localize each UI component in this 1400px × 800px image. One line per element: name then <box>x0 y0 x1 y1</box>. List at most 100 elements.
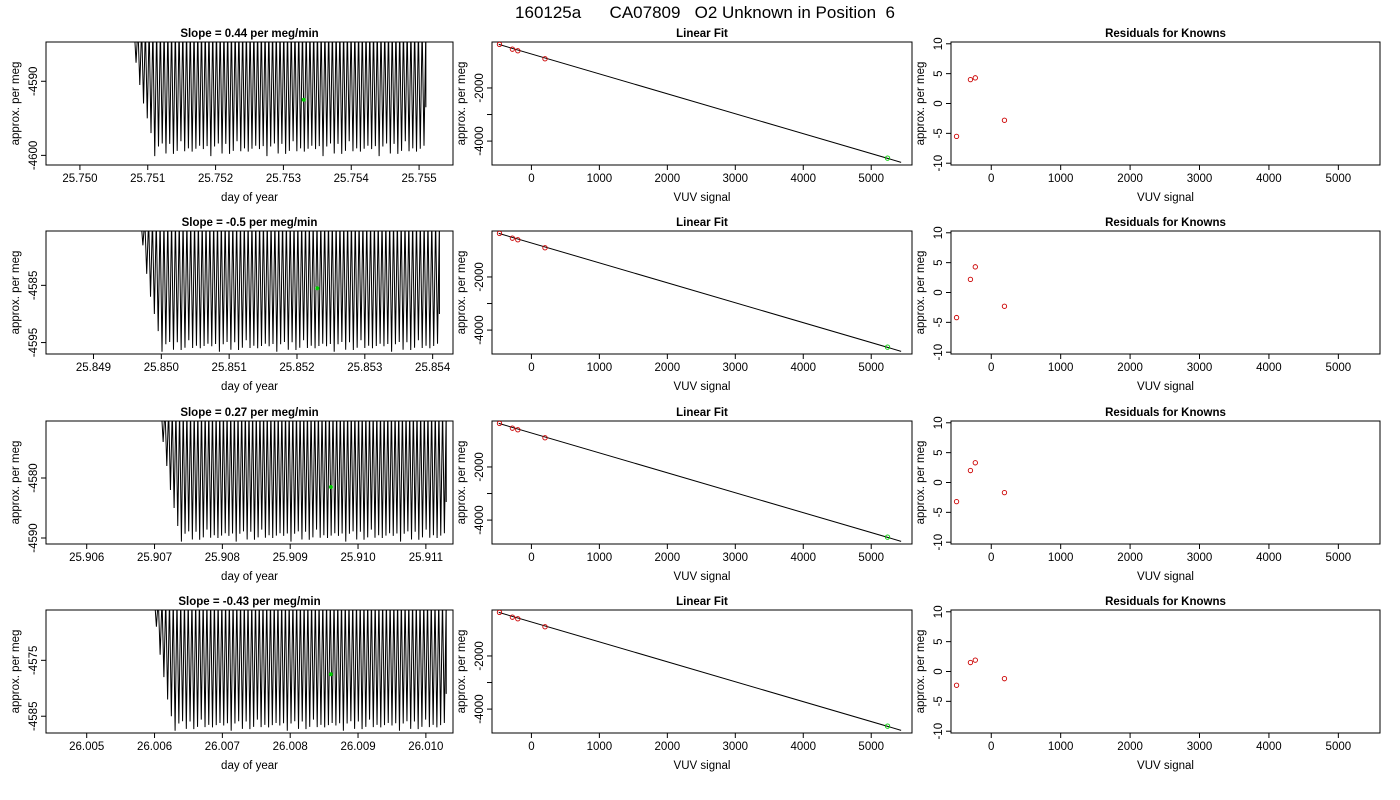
y-tick-label: 5 <box>933 449 945 455</box>
y-tick-label: -2000 <box>474 452 486 481</box>
plot-area <box>496 231 902 352</box>
x-tick-label: 5000 <box>1326 741 1352 753</box>
x-tick-label: 25.906 <box>69 552 104 564</box>
x-axis-label: VUV signal <box>674 192 731 204</box>
x-tick-label: 3000 <box>1187 741 1213 753</box>
x-axis-label: VUV signal <box>1137 381 1194 393</box>
unknown-point <box>884 344 891 350</box>
x-tick-label: 4000 <box>1256 552 1282 564</box>
plot-frame <box>491 230 913 355</box>
x-tick-label: 4000 <box>790 173 816 185</box>
known-point <box>509 235 516 241</box>
plot-area <box>953 264 1008 321</box>
y-tick-label: 5 <box>933 259 945 265</box>
plot-area <box>496 610 902 731</box>
residual-point <box>967 659 974 666</box>
known-point <box>509 46 516 52</box>
fit-line <box>498 43 902 163</box>
signal-trace <box>154 610 447 731</box>
x-tick-label: 3000 <box>723 362 749 374</box>
x-tick-label: 5000 <box>1326 362 1352 374</box>
fit-line <box>498 611 902 731</box>
plot-area <box>953 657 1008 688</box>
x-tick-label: 2000 <box>655 741 681 753</box>
y-axis-label: approx. per meg <box>915 441 927 525</box>
x-axis-label: VUV signal <box>1137 192 1194 204</box>
x-tick-label: 25.750 <box>62 173 97 185</box>
x-tick-label: 5000 <box>858 362 884 374</box>
plot-area <box>953 460 1008 505</box>
x-tick-label: 2000 <box>1117 552 1143 564</box>
x-tick-label: 0 <box>528 362 534 374</box>
chart-panel: Residuals for Knowns 0 1000 2000 3000 4000 500… <box>915 407 1381 583</box>
plot-frame <box>950 230 1381 355</box>
x-tick-label: 5000 <box>858 552 884 564</box>
x-tick-label: 0 <box>988 741 994 753</box>
x-tick-label: 25.753 <box>266 173 301 185</box>
x-axis-label: VUV signal <box>674 760 731 772</box>
residual-point <box>953 682 960 688</box>
known-point <box>515 427 521 433</box>
x-tick-label: 25.854 <box>415 362 451 374</box>
x-tick-label: 25.911 <box>409 552 443 564</box>
plot-frame <box>950 609 1381 734</box>
plot-frame <box>491 420 913 545</box>
x-tick-label: 5000 <box>858 173 884 185</box>
x-tick-label: 26.010 <box>408 741 443 753</box>
y-tick-label: 5 <box>933 638 945 644</box>
plot-frame <box>491 41 913 166</box>
x-tick-label: 0 <box>988 552 994 564</box>
signal-trace <box>161 421 447 542</box>
unknown-point <box>884 155 891 161</box>
fit-line <box>498 232 902 352</box>
x-tick-label: 25.910 <box>340 552 375 564</box>
x-tick-label: 0 <box>528 173 534 185</box>
chart-panel: Linear Fit 0 1000 2000 3000 4000 5000 -4000 -200… <box>456 28 913 204</box>
known-point <box>515 48 521 54</box>
x-tick-label: 2000 <box>1117 362 1143 374</box>
y-axis-label: approx. per meg <box>10 630 22 714</box>
y-tick-label: 0 <box>933 100 945 106</box>
chart-panel: Linear Fit 0 1000 2000 3000 4000 5000 -4000 -200… <box>456 596 913 772</box>
y-tick-label: -10 <box>933 155 945 172</box>
x-axis-label: day of year <box>221 192 278 204</box>
panel-title: Slope = -0.5 per meg/min <box>182 217 318 229</box>
x-tick-label: 0 <box>528 552 534 564</box>
x-tick-label: 4000 <box>1256 173 1282 185</box>
y-tick-label: -4585 <box>28 702 40 731</box>
x-tick-label: 3000 <box>723 741 749 753</box>
x-tick-label: 25.851 <box>212 362 247 374</box>
residual-point <box>967 467 974 474</box>
x-tick-label: 2000 <box>1117 173 1143 185</box>
known-point <box>496 421 503 427</box>
x-tick-label: 25.849 <box>76 362 111 374</box>
x-tick-label: 1000 <box>1048 362 1074 374</box>
plot-frame <box>45 230 454 355</box>
residual-point <box>967 76 974 83</box>
x-axis-label: day of year <box>221 571 278 583</box>
x-tick-label: 25.852 <box>279 362 314 374</box>
y-axis-label: approx. per meg <box>456 251 468 335</box>
y-axis-label: approx. per meg <box>10 441 22 525</box>
panel-title: Residuals for Knowns <box>1105 407 1226 419</box>
unknown-marker <box>315 286 320 291</box>
chart-panel: Slope = 0.27 per meg/min 25.906 25.907 25.9… <box>10 407 454 583</box>
x-tick-label: 3000 <box>1187 173 1213 185</box>
x-tick-label: 2000 <box>655 362 681 374</box>
residual-point <box>953 133 960 139</box>
y-tick-label: -2000 <box>474 73 486 102</box>
panel-title: Linear Fit <box>676 596 728 608</box>
residual-point <box>953 498 960 505</box>
y-tick-label: -5 <box>933 317 945 327</box>
x-tick-label: 2000 <box>1117 741 1143 753</box>
y-tick-label: -4580 <box>28 463 40 492</box>
chart-panel: Slope = -0.5 per meg/min 25.849 25.850 25.8… <box>10 217 454 393</box>
y-tick-label: -4000 <box>474 315 486 344</box>
known-point <box>542 56 548 62</box>
x-tick-label: 25.908 <box>205 552 240 564</box>
panel-title: Residuals for Knowns <box>1105 217 1226 229</box>
x-tick-label: 25.850 <box>144 362 179 374</box>
residual-point <box>953 314 960 321</box>
plot-frame <box>950 41 1381 166</box>
